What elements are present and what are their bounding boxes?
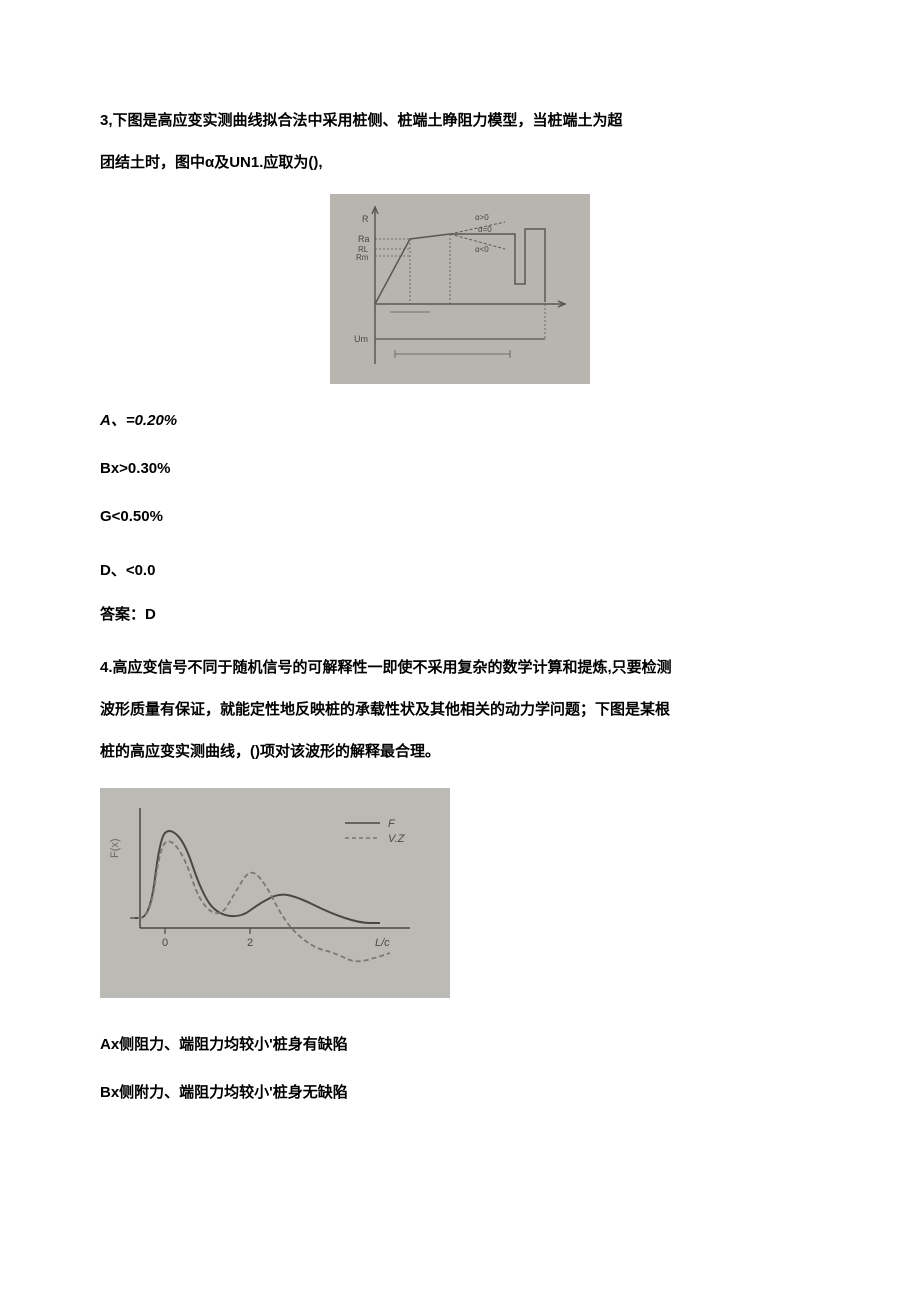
- q4-text-line1: 4.高应变信号不同于随机信号的可解释性一即使不采用复杂的数学计算和提炼,只要检测: [100, 647, 820, 689]
- q3-diagram-svg: R Ra RL Rm Um α>0 α=0 α<0: [330, 194, 590, 384]
- q3-text-line1: 3,下图是高应变实测曲线拟合法中采用桩侧、桩端土睁阻力模型，当桩端土为超: [100, 100, 820, 142]
- q3-option-a: A、=0.20%: [100, 409, 820, 433]
- q3-option-d: D、<0.0: [100, 559, 820, 583]
- q3-option-c: G<0.50%: [100, 505, 820, 529]
- svg-text:Um: Um: [354, 334, 368, 344]
- q4-diagram-svg: F(x) 0 2 L/c F V.Z: [100, 788, 450, 998]
- svg-text:F(x): F(x): [109, 838, 121, 858]
- q3-option-b: Bx>0.30%: [100, 457, 820, 481]
- svg-text:V.Z: V.Z: [388, 833, 406, 845]
- q4-option-a: Ax侧阻力、端阻力均较小'桩身有缺陷: [100, 1033, 820, 1057]
- svg-text:0: 0: [162, 937, 168, 949]
- svg-text:2: 2: [247, 937, 253, 949]
- svg-text:α>0: α>0: [475, 213, 489, 222]
- q4-text-line2: 波形质量有保证，就能定性地反映桩的承载性状及其他相关的动力学问题；下图是某根: [100, 689, 820, 731]
- svg-text:α<0: α<0: [475, 245, 489, 254]
- q4-text-line3: 桩的高应变实测曲线，()项对该波形的解释最合理。: [100, 731, 820, 773]
- q4-diagram-container: F(x) 0 2 L/c F V.Z: [100, 788, 820, 1003]
- q3-answer: 答案：D: [100, 603, 820, 627]
- svg-text:L/c: L/c: [375, 937, 390, 949]
- svg-text:R: R: [362, 214, 369, 224]
- svg-text:F: F: [388, 818, 396, 830]
- svg-text:Ra: Ra: [358, 234, 370, 244]
- svg-text:Rm: Rm: [356, 253, 369, 262]
- q4-diagram: F(x) 0 2 L/c F V.Z: [100, 788, 450, 998]
- q3-diagram: R Ra RL Rm Um α>0 α=0 α<0: [330, 194, 590, 384]
- q3-diagram-container: R Ra RL Rm Um α>0 α=0 α<0: [100, 194, 820, 389]
- q3-text-line2: 团结土时，图中α及UN1.应取为(),: [100, 142, 820, 184]
- svg-text:α=0: α=0: [478, 225, 492, 234]
- q4-option-b: Bx侧附力、端阻力均较小'桩身无缺陷: [100, 1081, 820, 1105]
